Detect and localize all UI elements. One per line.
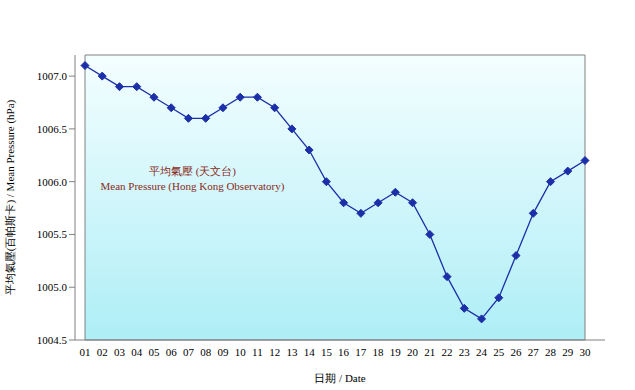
svg-text:1006.5: 1006.5 bbox=[37, 123, 68, 135]
svg-text:1004.5: 1004.5 bbox=[37, 334, 68, 346]
svg-text:10: 10 bbox=[235, 346, 247, 358]
svg-text:1007.0: 1007.0 bbox=[37, 70, 68, 82]
html-text:平均氣壓 (天文台): 平均氣壓 (天文台) bbox=[149, 165, 236, 177]
svg-text:22: 22 bbox=[442, 346, 453, 358]
svg-text:08: 08 bbox=[200, 346, 212, 358]
svg-text:23: 23 bbox=[459, 346, 471, 358]
svg-text:20: 20 bbox=[407, 346, 419, 358]
svg-text:09: 09 bbox=[217, 346, 229, 358]
svg-text:27: 27 bbox=[528, 346, 540, 358]
svg-text:11: 11 bbox=[252, 346, 263, 358]
svg-text:19: 19 bbox=[390, 346, 402, 358]
html-text:Mean Pressure (Hong Kong Obser: Mean Pressure (Hong Kong Observatory) bbox=[100, 180, 285, 192]
svg-text:04: 04 bbox=[131, 346, 143, 358]
svg-text:14: 14 bbox=[304, 346, 316, 358]
svg-text:29: 29 bbox=[562, 346, 574, 358]
svg-text:13: 13 bbox=[286, 346, 298, 358]
svg-text:1005.5: 1005.5 bbox=[37, 228, 68, 240]
svg-text:25: 25 bbox=[493, 346, 505, 358]
svg-text:05: 05 bbox=[148, 346, 160, 358]
svg-text:26: 26 bbox=[511, 346, 523, 358]
svg-text:28: 28 bbox=[545, 346, 557, 358]
svg-text:12: 12 bbox=[269, 346, 280, 358]
svg-text:01: 01 bbox=[80, 346, 91, 358]
svg-text:日期 / Date: 日期 / Date bbox=[314, 372, 365, 384]
svg-text:30: 30 bbox=[580, 346, 592, 358]
svg-text:06: 06 bbox=[166, 346, 178, 358]
svg-text:15: 15 bbox=[321, 346, 333, 358]
svg-text:24: 24 bbox=[476, 346, 488, 358]
svg-text:18: 18 bbox=[373, 346, 385, 358]
svg-text:17: 17 bbox=[355, 346, 367, 358]
svg-text:16: 16 bbox=[338, 346, 350, 358]
svg-text:平均氣壓(百帕斯卡) / Mean Pressure (hP: 平均氣壓(百帕斯卡) / Mean Pressure (hPa) bbox=[8, 99, 17, 295]
svg-text:03: 03 bbox=[114, 346, 126, 358]
svg-text:02: 02 bbox=[97, 346, 108, 358]
svg-text:07: 07 bbox=[183, 346, 195, 358]
svg-text:1005.0: 1005.0 bbox=[37, 281, 68, 293]
svg-text:21: 21 bbox=[424, 346, 435, 358]
svg-text:1006.0: 1006.0 bbox=[37, 176, 68, 188]
